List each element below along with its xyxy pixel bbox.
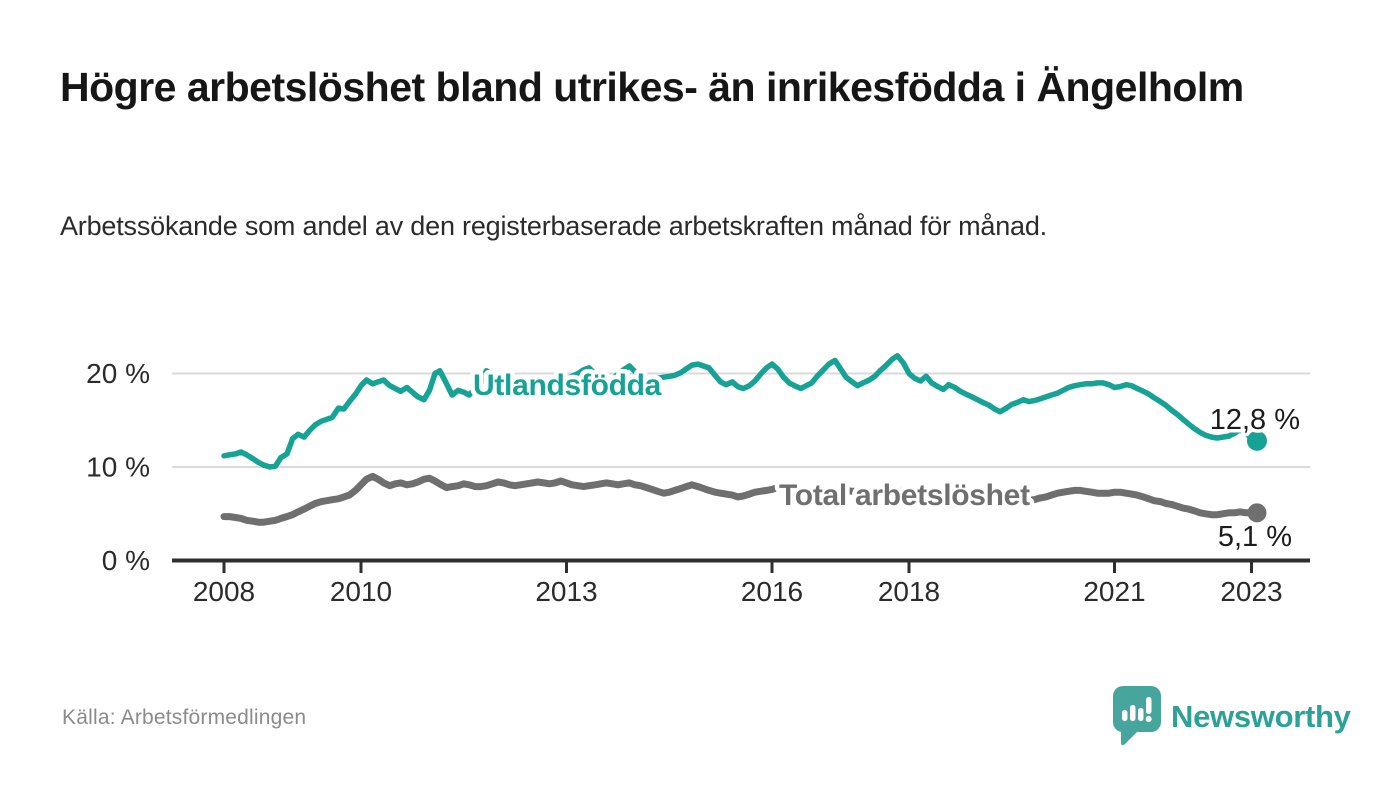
page-subtitle: Arbetssökande som andel av den registerb… xyxy=(60,211,1047,241)
gridlines xyxy=(172,372,1310,468)
series-label-total-arbetsloshet: Total arbetslöshet xyxy=(779,479,1030,512)
x-tick-label-2010: 2010 xyxy=(330,576,392,607)
line-utlandsfodda xyxy=(221,352,1260,470)
series-label-utlandsfodda: Utlandsfödda xyxy=(473,369,662,402)
series-lines xyxy=(220,352,1267,526)
x-tick-label-2016: 2016 xyxy=(741,576,803,607)
x-axis: 0 % 10 % 20 % 2008 2010 2013 2016 2018 2021 2023 xyxy=(86,358,1310,607)
chart-labels: Utlandsfödda Total arbetslöshet 12,8 % 5… xyxy=(469,365,1304,557)
end-value-label-utlandsfodda: 12,8 % xyxy=(1210,404,1300,436)
newsworthy-icon xyxy=(1113,686,1161,746)
end-value-label-total: 5,1 % xyxy=(1218,521,1292,553)
brand-name: Newsworthy xyxy=(1171,699,1351,734)
exclamation-dot xyxy=(1145,716,1152,722)
x-tick-label-2021: 2021 xyxy=(1083,576,1145,607)
y-tick-label-10: 10 % xyxy=(86,452,150,483)
y-tick-label-0: 0 % xyxy=(102,545,150,576)
x-tick-label-2013: 2013 xyxy=(535,576,597,607)
x-tick-label-2008: 2008 xyxy=(193,576,255,607)
y-tick-label-20: 20 % xyxy=(86,358,150,389)
x-tick-label-2018: 2018 xyxy=(878,576,940,607)
brand-logo: Newsworthy xyxy=(1113,686,1351,748)
page-title: Högre arbetslöshet bland utrikes- än inr… xyxy=(60,64,1244,110)
end-dot-utlandsfodda xyxy=(1246,430,1267,451)
x-tick-label-2023: 2023 xyxy=(1220,576,1282,607)
exclamation-bar xyxy=(1146,697,1152,714)
bar-chart-glyph xyxy=(1122,697,1152,722)
end-dot-total-arbetsloshet xyxy=(1247,503,1267,523)
line-total-arbetsloshet xyxy=(220,472,1261,526)
speech-bubble-shape xyxy=(1113,686,1161,746)
source-caption: Källa: Arbetsförmedlingen xyxy=(62,706,307,729)
